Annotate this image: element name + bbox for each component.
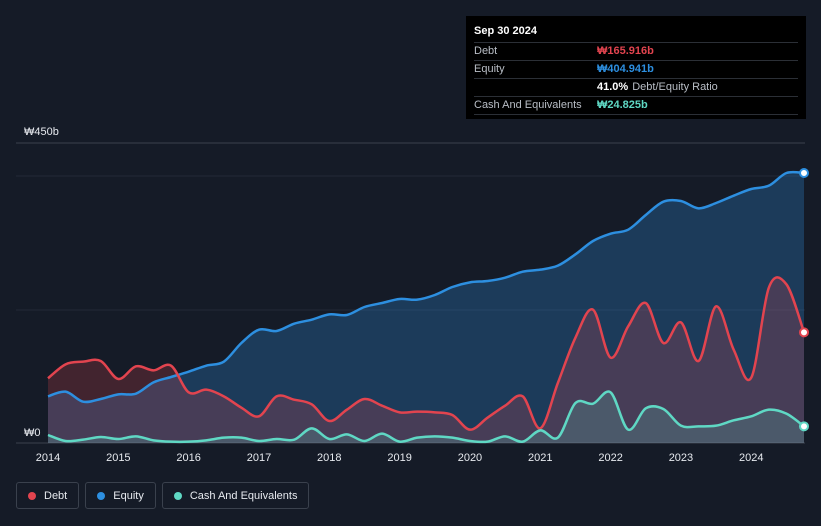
x-tick-label: 2024 bbox=[739, 452, 763, 464]
tooltip-debt-label: Debt bbox=[474, 45, 498, 57]
tooltip-equity-value: ₩404.941b bbox=[597, 63, 654, 75]
debt-end-marker bbox=[799, 327, 809, 338]
chart-lines bbox=[47, 170, 806, 444]
cash-dot-icon bbox=[173, 491, 182, 500]
y-axis-max-label: ₩450b bbox=[24, 126, 59, 138]
tooltip-ratio-value: 41.0% bbox=[597, 81, 629, 93]
x-tick-label: 2014 bbox=[36, 452, 60, 464]
tooltip-row-cash: Cash And Equivalents ₩24.825b bbox=[474, 96, 798, 115]
cash-line bbox=[47, 390, 805, 444]
cash-area bbox=[48, 391, 804, 443]
chart-markers bbox=[799, 168, 809, 432]
tooltip-ratio-label: Debt/Equity Ratio bbox=[632, 81, 718, 93]
x-tick-label: 2018 bbox=[317, 452, 341, 464]
data-tooltip: Sep 30 2024 Debt ₩165.916b Equity ₩404.9… bbox=[466, 16, 806, 119]
legend-cash-label: Cash And Equivalents bbox=[189, 489, 298, 502]
tooltip-debt-value: ₩165.916b bbox=[597, 45, 654, 57]
equity-line bbox=[47, 170, 805, 404]
tooltip-row-equity: Equity ₩404.941b bbox=[474, 60, 798, 78]
x-tick-label: 2015 bbox=[106, 452, 130, 464]
legend-equity-label: Equity bbox=[113, 489, 144, 502]
x-tick-label: 2016 bbox=[176, 452, 200, 464]
legend-item-equity[interactable]: Equity bbox=[85, 482, 156, 509]
y-axis-min-label: ₩0 bbox=[24, 427, 41, 439]
x-tick-label: 2019 bbox=[387, 452, 411, 464]
tooltip-row-ratio: 41.0% Debt/Equity Ratio bbox=[474, 78, 798, 96]
tooltip-date: Sep 30 2024 bbox=[474, 25, 537, 37]
equity-dot-icon bbox=[97, 491, 106, 500]
tooltip-equity-label: Equity bbox=[474, 63, 505, 75]
chart-grid bbox=[16, 142, 805, 444]
cash-end-marker bbox=[799, 421, 809, 432]
chart-areas bbox=[48, 172, 804, 444]
x-axis-ticks: 2014 2015 2016 2017 2018 2019 2020 2021 2022 2023… bbox=[36, 452, 764, 464]
legend-item-debt[interactable]: Debt bbox=[16, 482, 80, 509]
x-tick-label: 2022 bbox=[598, 452, 622, 464]
tooltip-row-debt: Debt ₩165.916b bbox=[474, 42, 798, 60]
x-tick-label: 2021 bbox=[528, 452, 552, 464]
x-tick-label: 2023 bbox=[669, 452, 693, 464]
x-tick-label: 2020 bbox=[458, 452, 482, 464]
legend-item-cash[interactable]: Cash And Equivalents bbox=[161, 482, 310, 509]
tooltip-cash-value: ₩24.825b bbox=[597, 99, 648, 111]
chart-legend: Debt Equity Cash And Equivalents bbox=[16, 482, 310, 509]
equity-end-marker bbox=[799, 168, 809, 178]
tooltip-cash-label: Cash And Equivalents bbox=[474, 99, 582, 111]
x-tick-label: 2017 bbox=[247, 452, 271, 464]
equity-area bbox=[48, 172, 804, 444]
debt-dot-icon bbox=[28, 491, 36, 500]
legend-debt-label: Debt bbox=[44, 489, 68, 502]
debt-line bbox=[47, 276, 806, 431]
